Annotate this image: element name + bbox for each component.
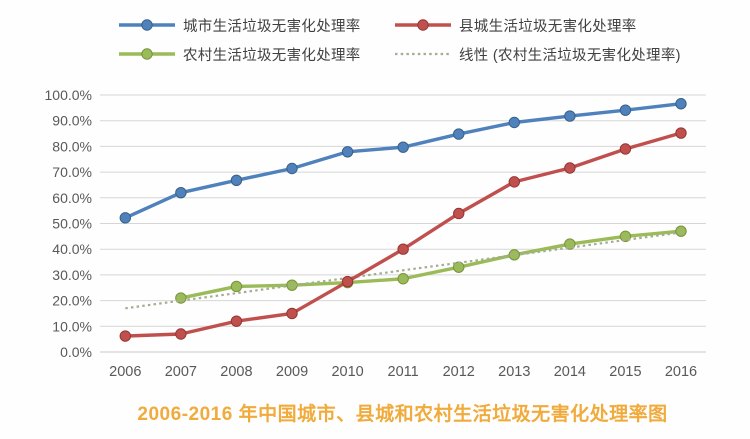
data-point-county <box>286 307 298 320</box>
data-point-urban <box>175 186 187 199</box>
x-tick-label: 2014 <box>554 364 586 380</box>
legend-sample-rural <box>119 48 175 60</box>
y-tick-label: 40.0% <box>52 241 92 257</box>
legend-sample-trend-rural <box>395 52 451 56</box>
y-tick-label: 90.0% <box>52 113 92 129</box>
data-point-rural <box>508 249 520 261</box>
chart-legend: 城市生活垃圾无害化处理率 县城生活垃圾无害化处理率农村生活垃圾无害化处理率 线性 (… <box>118 16 681 64</box>
legend-sample-county <box>395 19 451 31</box>
y-tick-label: 80.0% <box>52 138 92 154</box>
y-tick-label: 20.0% <box>52 293 92 309</box>
data-point-rural <box>675 225 687 237</box>
data-point-urban <box>397 141 409 153</box>
legend-item-urban: 城市生活垃圾无害化处理率 <box>118 16 394 35</box>
data-point-county <box>675 127 687 139</box>
data-point-county <box>397 243 409 255</box>
data-point-urban <box>119 212 132 224</box>
data-point-county <box>508 176 520 188</box>
data-point-urban <box>230 174 243 187</box>
x-tick-label: 2008 <box>220 364 252 380</box>
data-point-county <box>230 315 243 327</box>
x-tick-label: 2013 <box>498 364 530 380</box>
data-point-urban <box>564 110 576 122</box>
data-point-urban <box>508 116 520 129</box>
data-point-urban <box>341 146 354 158</box>
chart-title: 2006-2016 年中国城市、县城和农村生活垃圾无害化处理率图 <box>137 404 668 425</box>
x-tick-label: 2006 <box>109 364 141 380</box>
legend-item-trend-rural: 线性 (农村生活垃圾无害化处理率) <box>394 45 681 64</box>
legend-label: 农村生活垃圾无害化处理率 <box>183 47 361 64</box>
data-point-county <box>119 330 132 342</box>
y-tick-label: 0.0% <box>60 344 92 360</box>
legend-item-county: 县城生活垃圾无害化处理率 <box>394 16 681 35</box>
x-tick-label: 2007 <box>165 364 197 380</box>
data-point-county <box>619 143 632 155</box>
y-tick-label: 70.0% <box>52 164 92 180</box>
data-point-urban <box>453 128 465 140</box>
data-point-county <box>341 275 354 288</box>
legend-label: 线性 (农村生活垃圾无害化处理率) <box>459 47 681 64</box>
data-point-urban <box>675 98 687 110</box>
x-tick-label: 2015 <box>609 364 641 380</box>
legend-marker-icon <box>141 19 153 31</box>
y-tick-label: 10.0% <box>52 318 92 334</box>
legend-label: 县城生活垃圾无害化处理率 <box>459 18 637 35</box>
series-line-trend-rural <box>125 231 682 310</box>
data-point-county <box>175 328 187 340</box>
series-line-rural <box>179 229 683 300</box>
legend-label: 城市生活垃圾无害化处理率 <box>183 18 361 35</box>
legend-sample-urban <box>119 19 175 31</box>
legend-item-rural: 农村生活垃圾无害化处理率 <box>118 45 394 64</box>
data-point-county <box>453 207 465 220</box>
x-tick-label: 2012 <box>443 364 475 380</box>
y-tick-label: 50.0% <box>52 216 92 232</box>
x-tick-label: 2016 <box>665 364 697 380</box>
x-tick-label: 2011 <box>388 364 419 380</box>
data-point-urban <box>619 104 632 116</box>
y-tick-label: 100.0% <box>45 87 92 103</box>
y-tick-label: 30.0% <box>52 267 92 283</box>
x-tick-label: 2010 <box>331 364 363 380</box>
data-point-urban <box>286 162 298 175</box>
data-point-county <box>564 162 576 174</box>
legend-marker-icon <box>417 19 429 31</box>
series-line-county <box>123 131 683 338</box>
x-tick-label: 2009 <box>276 364 308 380</box>
legend-marker-icon <box>141 48 153 60</box>
data-point-rural <box>397 273 409 285</box>
y-tick-label: 60.0% <box>52 190 92 206</box>
data-point-rural <box>230 280 243 293</box>
